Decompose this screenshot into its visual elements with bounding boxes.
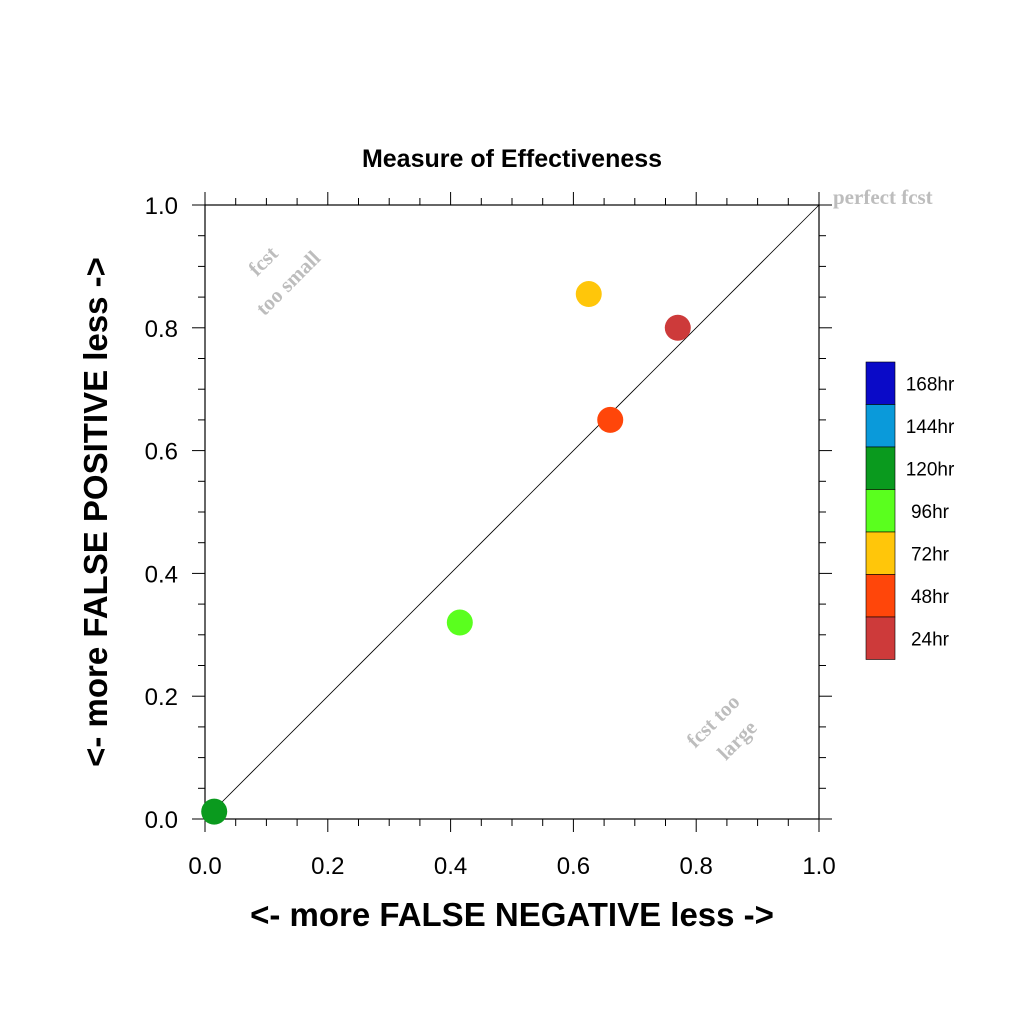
legend-label-72hr: 72hr	[911, 544, 950, 565]
y-tick-label: 0.0	[145, 807, 178, 834]
chart-title: Measure of Effectiveness	[362, 145, 662, 173]
annotation-too-small-line1: fcst	[243, 241, 282, 280]
legend-swatch-168hr	[865, 361, 896, 405]
y-tick-label: 0.8	[145, 316, 178, 343]
data-point-24hr	[664, 314, 691, 341]
legend-swatch-120hr	[865, 446, 896, 490]
annotation-perfect-forecast: perfect fcst	[833, 185, 933, 209]
legend-swatch-72hr	[865, 531, 896, 575]
x-axis-title: <- more FALSE NEGATIVE less ->	[250, 896, 774, 933]
data-point-72hr	[575, 281, 602, 308]
legend-swatch-48hr	[865, 574, 896, 618]
x-tick-label: 0.0	[188, 853, 221, 880]
data-point-120hr	[201, 798, 228, 825]
legend-label-144hr: 144hr	[906, 417, 955, 438]
x-tick-label: 0.8	[680, 853, 713, 880]
y-tick-label: 0.6	[145, 439, 178, 466]
y-axis-title: <- more FALSE POSITIVE less ->	[77, 257, 114, 767]
x-tick-label: 0.4	[434, 853, 467, 880]
legend-label-24hr: 24hr	[911, 629, 950, 650]
legend-swatch-24hr	[865, 616, 896, 660]
plot-area: 0.0 0.2 0.4 0.6 0.8 1.0 0.0 0.2 0.4 0.6 0.8 1.0 perf…	[145, 185, 933, 880]
data-point-48hr	[597, 406, 624, 433]
legend-label-168hr: 168hr	[906, 374, 955, 395]
legend-swatch-144hr	[865, 404, 896, 448]
legend-label-48hr: 48hr	[911, 587, 950, 608]
x-tick-label: 0.6	[557, 853, 590, 880]
perfect-forecast-line	[204, 204, 820, 820]
legend-swatch-96hr	[865, 489, 896, 533]
x-tick-label: 1.0	[802, 853, 835, 880]
legend: 168hr 144hr 120hr 96hr 72hr 48hr 24hr	[865, 361, 955, 660]
legend-label-96hr: 96hr	[911, 502, 950, 523]
x-tick-label: 0.2	[311, 853, 344, 880]
data-point-96hr	[446, 609, 473, 636]
legend-label-120hr: 120hr	[906, 459, 955, 480]
y-tick-label: 0.2	[145, 684, 178, 711]
y-tick-label: 0.4	[145, 561, 178, 588]
y-tick-label: 1.0	[145, 193, 178, 220]
